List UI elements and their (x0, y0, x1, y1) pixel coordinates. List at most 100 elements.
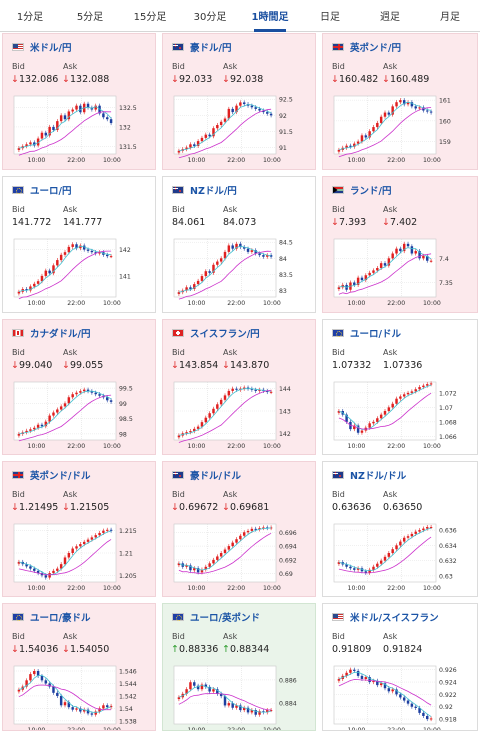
candle-body (177, 292, 181, 294)
candle-body (399, 694, 402, 698)
bid-number: 7.393 (339, 217, 367, 228)
price-chart[interactable]: 144 143 142 10:00 22:00 10:00 (172, 380, 302, 452)
rate-card[interactable]: NZドル/ドル Bid Ask 0.63636 0.63650 0.636 0.6… (322, 461, 478, 597)
pair-name[interactable]: 英ポンド/ドル (30, 471, 91, 482)
y-tick-label: 141 (119, 273, 131, 280)
price-chart[interactable]: 142 141 10:00 22:00 10:00 (12, 237, 142, 309)
price-chart[interactable]: 0.886 0.884 10:00 22:00 10:00 (172, 664, 302, 730)
candle-body (79, 391, 82, 393)
candle-body (82, 245, 86, 250)
rate-card[interactable]: スイスフラン/円 Bid Ask ↓143.854 ↓143.870 144 14… (162, 319, 316, 455)
candle-body (414, 251, 417, 254)
candle-body (208, 563, 211, 567)
pair-title[interactable]: ユーロ/豪ドル (12, 610, 90, 624)
pair-title[interactable]: ユーロ/英ポンド (172, 610, 260, 624)
rate-card[interactable]: ユーロ/円 Bid Ask 141.772 141.777 142 141 10:0… (2, 176, 156, 313)
tab-0[interactable]: 1分足 (16, 12, 44, 23)
pair-title[interactable]: 英ポンド/ドル (12, 468, 90, 482)
pair-title[interactable]: ユーロ/円 (12, 183, 71, 197)
pair-name[interactable]: ユーロ/英ポンド (190, 613, 260, 624)
pair-name[interactable]: カナダドル/円 (30, 329, 91, 340)
candle-body (106, 397, 109, 401)
tab-1[interactable]: 5分足 (76, 12, 104, 23)
rate-card[interactable]: カナダドル/円 Bid Ask ↓99.040 ↓99.055 99.5 99 98… (2, 319, 156, 455)
rate-card[interactable]: NZドル/円 Bid Ask 84.061 84.073 84.5 84 83.5 8… (162, 176, 316, 313)
pair-name[interactable]: 豪ドル/円 (190, 43, 232, 54)
candle-body (204, 134, 208, 138)
candle-body (262, 527, 265, 529)
price-chart[interactable]: 84.5 84 83.5 83 10:00 22:00 10:00 (172, 237, 302, 309)
pair-title[interactable]: NZドル/ドル (332, 468, 406, 482)
pair-title[interactable]: 豪ドル/ドル (172, 468, 241, 482)
tab-4[interactable]: 1時間足 (240, 0, 300, 32)
pair-name[interactable]: ユーロ/豪ドル (30, 613, 91, 624)
rate-card[interactable]: 英ポンド/円 Bid Ask ↓160.482 ↓160.489 161 160 1… (322, 33, 478, 170)
pair-name[interactable]: ユーロ/円 (30, 186, 72, 197)
tab-2[interactable]: 15分足 (133, 12, 167, 23)
pair-title[interactable]: 米ドル/円 (12, 40, 71, 54)
pair-title[interactable]: ユーロ/ドル (332, 326, 401, 340)
rate-card[interactable]: 米ドル/円 Bid Ask ↓132.086 ↓132.088 132.5 132… (2, 33, 156, 170)
tab-7[interactable]: 月足 (440, 12, 460, 23)
candle-body (258, 253, 261, 256)
ma-slow-line (338, 253, 432, 295)
pair-name[interactable]: 豪ドル/ドル (190, 471, 241, 482)
ask-value: ↑0.88344 (222, 644, 269, 655)
price-chart[interactable]: 92.5 92 91.5 91 10:00 22:00 10:00 (172, 94, 302, 166)
rate-card[interactable]: ランド/円 Bid Ask ↓7.393 ↓7.402 7.4 7.35 10:00… (322, 176, 478, 313)
pair-title[interactable]: 英ポンド/円 (332, 40, 401, 54)
rate-card[interactable]: 豪ドル/ドル Bid Ask ↓0.69672 ↓0.69681 0.696 0.… (162, 461, 316, 597)
candle-body (106, 254, 109, 257)
candle-body (372, 127, 375, 132)
pair-name[interactable]: 米ドル/円 (30, 43, 72, 54)
bid-value: ↓92.033 (171, 74, 212, 85)
price-chart[interactable]: 0.696 0.694 0.692 0.69 10:00 22:00 10:00 (172, 522, 302, 594)
pair-title[interactable]: NZドル/円 (172, 183, 237, 197)
price-chart[interactable]: 7.4 7.35 10:00 22:00 10:00 (332, 237, 462, 309)
eu-flag-icon (12, 186, 24, 194)
price-chart[interactable]: 1.072 1.07 1.068 1.066 10:00 22:00 10:00 (332, 380, 462, 452)
tab-3[interactable]: 30分足 (193, 12, 227, 23)
price-chart[interactable]: 161 160 159 10:00 22:00 10:00 (332, 94, 462, 166)
pair-title[interactable]: カナダドル/円 (12, 326, 90, 340)
candle-body (422, 712, 425, 716)
candle-body (242, 102, 246, 105)
rate-card[interactable]: 米ドル/スイスフラン Bid Ask 0.91809 0.91824 0.926… (322, 603, 478, 731)
price-chart[interactable]: 0.636 0.634 0.632 0.63 10:00 22:00 10:00 (332, 522, 462, 594)
pair-title[interactable]: 米ドル/スイスフラン (332, 610, 439, 624)
candle-body (376, 680, 379, 686)
tab-5[interactable]: 日足 (320, 12, 340, 23)
pair-title[interactable]: スイスフラン/円 (172, 326, 260, 340)
pair-name[interactable]: ユーロ/ドル (350, 329, 401, 340)
tab-6[interactable]: 週足 (380, 12, 400, 23)
candle-body (106, 117, 109, 120)
bid-value: 84.061 (172, 217, 205, 228)
rate-card[interactable]: 英ポンド/ドル Bid Ask ↓1.21495 ↓1.21505 1.215 1… (2, 461, 156, 597)
pair-name[interactable]: ランド/円 (350, 186, 392, 197)
candle-body (216, 556, 219, 560)
price-chart[interactable]: 99.5 99 98.5 98 10:00 22:00 10:00 (12, 380, 142, 452)
pair-title[interactable]: ランド/円 (332, 183, 391, 197)
price-chart[interactable]: 1.546 1.544 1.542 1.54 1.538 10:00 22:00 10:00 (12, 664, 142, 730)
bid-number: 99.040 (19, 360, 53, 371)
pair-name[interactable]: 英ポンド/円 (350, 43, 401, 54)
candle-body (391, 106, 394, 115)
y-tick-label: 0.694 (279, 544, 297, 551)
candle-body (349, 145, 352, 147)
price-chart[interactable]: 132.5 132 131.5 10:00 22:00 10:00 (12, 94, 142, 166)
candle-body (250, 528, 254, 531)
chart-svg: 0.636 0.634 0.632 0.63 10:00 22:00 10:00 (333, 523, 457, 592)
pair-name[interactable]: NZドル/円 (190, 186, 237, 197)
rate-card[interactable]: ユーロ/英ポンド Bid Ask ↑0.88336 ↑0.88344 0.886… (162, 603, 316, 731)
price-chart[interactable]: 0.926 0.924 0.922 0.92 0.918 10:00 22:00 10:00 (332, 664, 462, 730)
ask-value: ↓7.402 (382, 217, 417, 228)
rate-card[interactable]: ユーロ/豪ドル Bid Ask ↓1.54036 ↓1.54050 1.546 1… (2, 603, 156, 731)
price-chart[interactable]: 1.215 1.21 1.205 10:00 22:00 10:00 (12, 522, 142, 594)
rate-card[interactable]: 豪ドル/円 Bid Ask ↓92.033 ↓92.038 92.5 92 91.5… (162, 33, 316, 170)
pair-name[interactable]: 米ドル/スイスフラン (350, 613, 439, 624)
pair-name[interactable]: NZドル/ドル (350, 471, 407, 482)
pair-name[interactable]: スイスフラン/円 (190, 329, 260, 340)
bid-label: Bid (12, 348, 25, 357)
rate-card[interactable]: ユーロ/ドル Bid Ask 1.07332 1.07336 1.072 1.07… (322, 319, 478, 455)
pair-title[interactable]: 豪ドル/円 (172, 40, 231, 54)
